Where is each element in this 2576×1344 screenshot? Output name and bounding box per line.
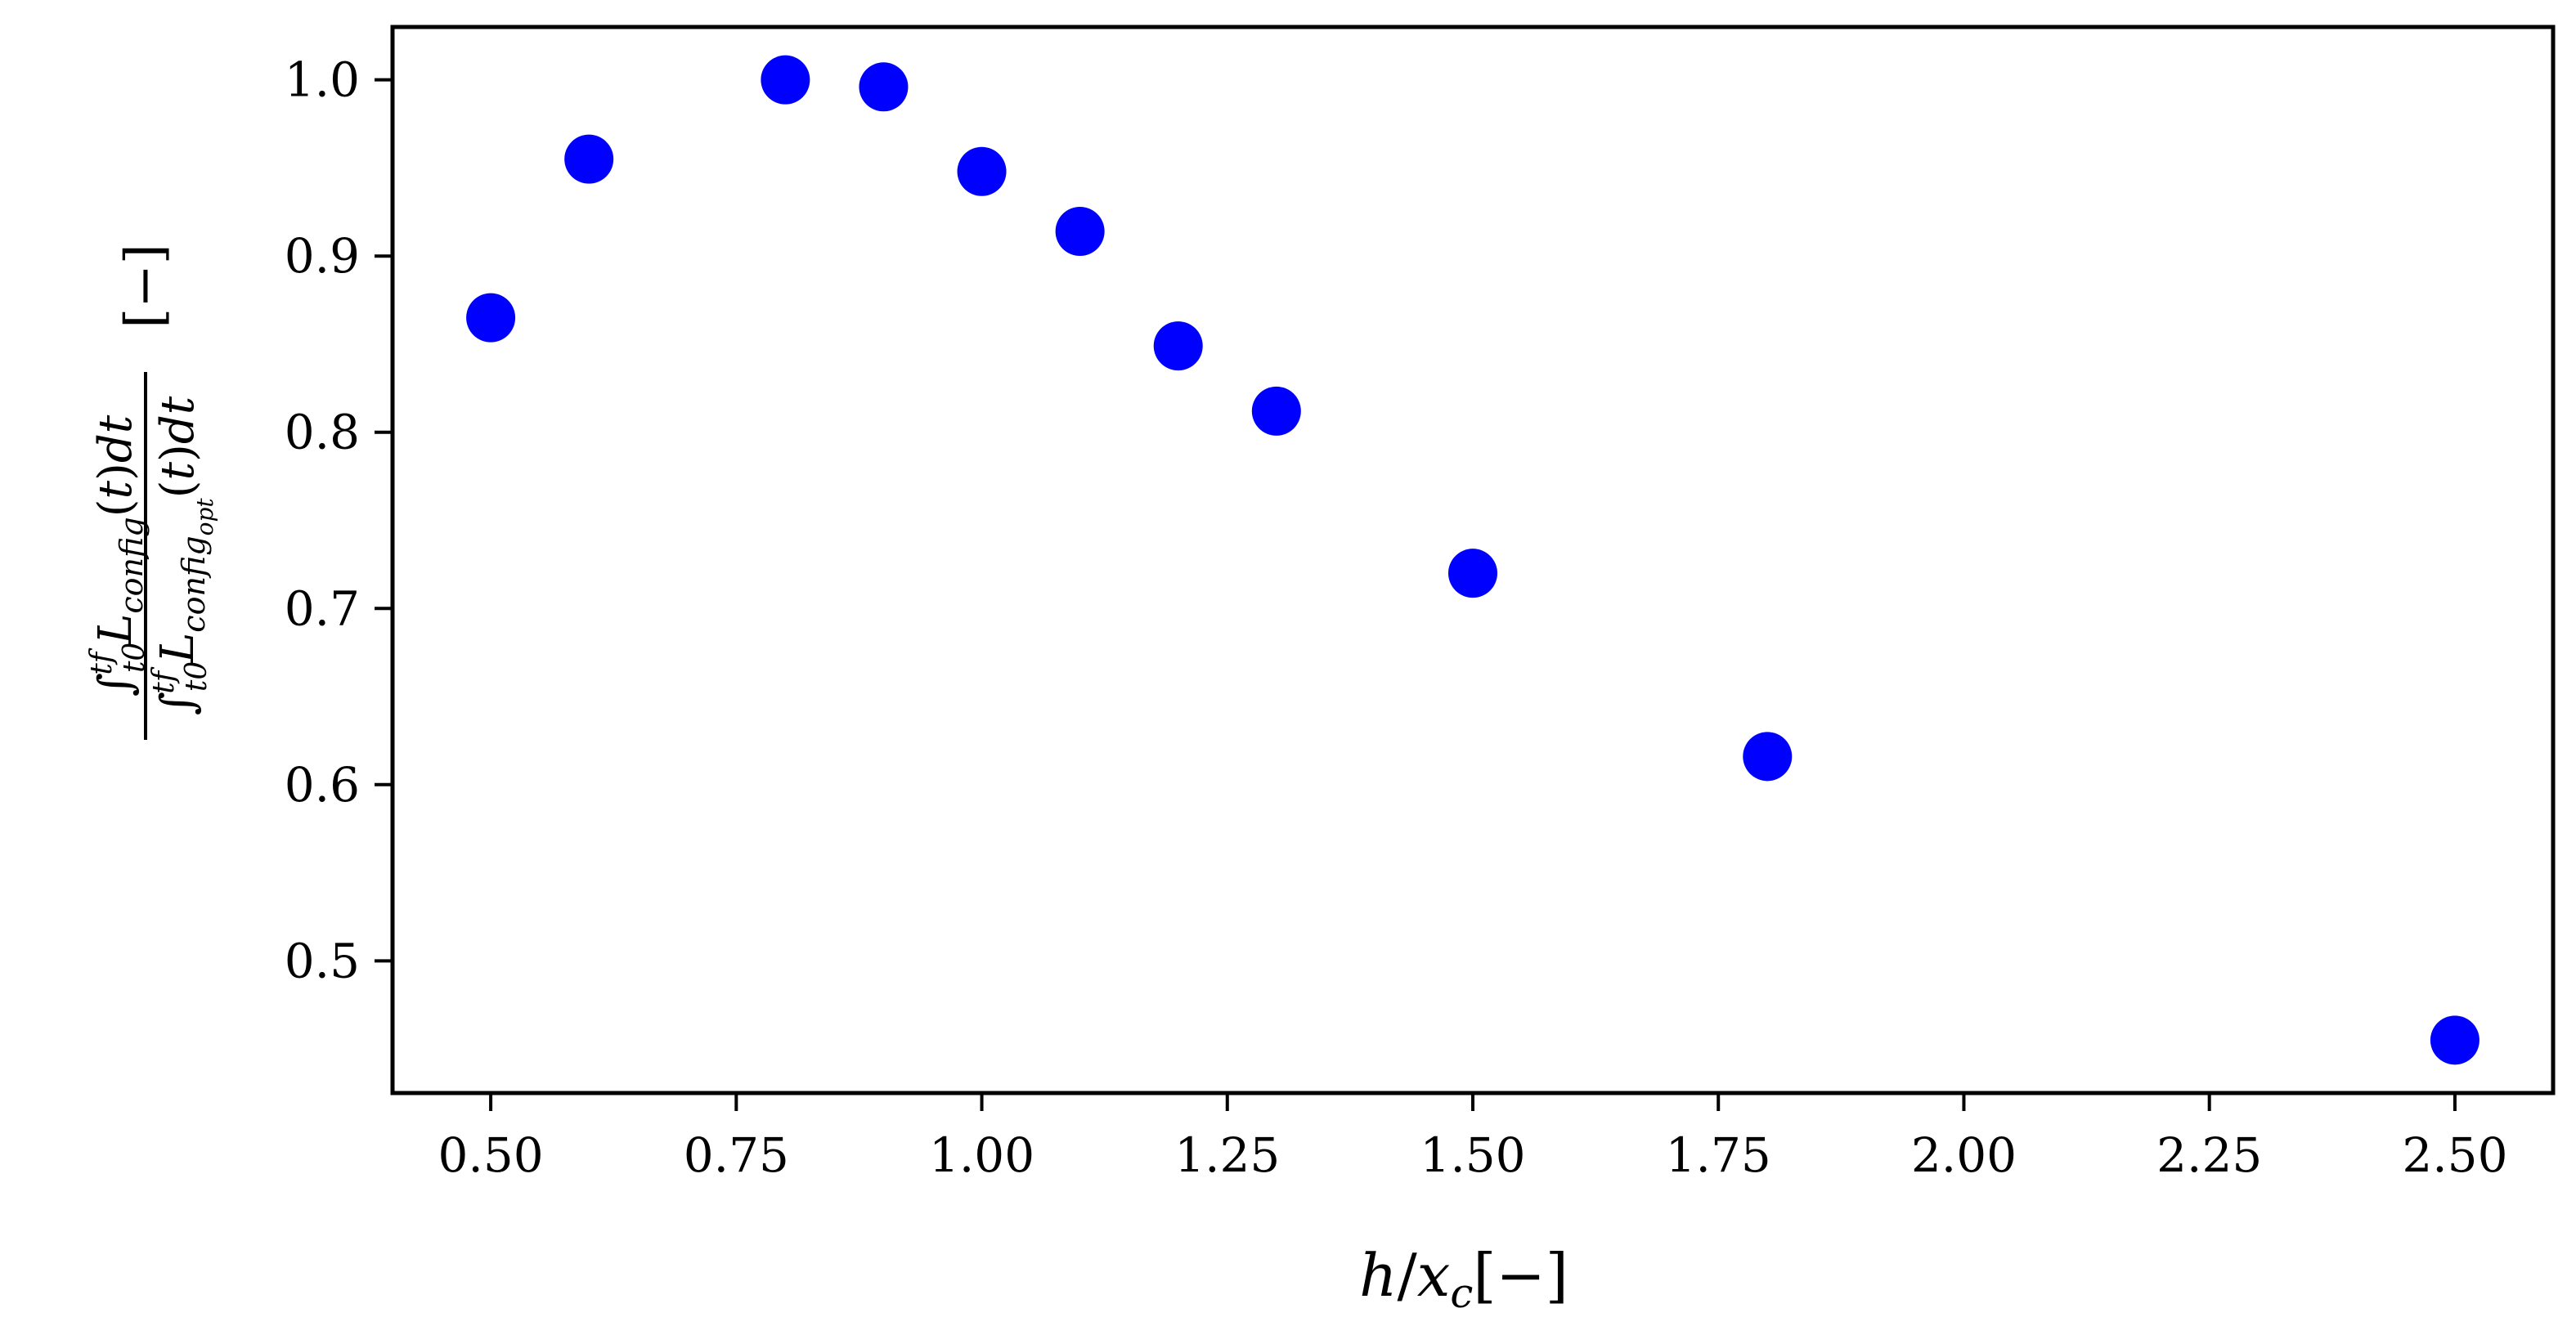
x-tick-label: 0.75 xyxy=(684,1127,789,1183)
data-point-7 xyxy=(1251,386,1301,436)
data-point-3 xyxy=(859,62,909,112)
x-tick-label: 2.25 xyxy=(2156,1127,2262,1183)
data-point-4 xyxy=(957,146,1007,196)
y-tick-label: 1.0 xyxy=(285,52,360,108)
data-point-8 xyxy=(1448,549,1497,598)
svg-text:∫t0tfLconfigopt(t)dt: ∫t0tfLconfigopt(t)dt xyxy=(147,396,218,715)
x-tick-label: 1.75 xyxy=(1666,1127,1771,1183)
y-tick-label: 0.9 xyxy=(285,228,360,284)
x-tick-label: 2.00 xyxy=(1911,1127,2017,1183)
data-point-5 xyxy=(1055,207,1105,257)
data-point-9 xyxy=(1743,732,1793,782)
x-tick-label: 1.00 xyxy=(929,1127,1034,1183)
data-point-6 xyxy=(1153,321,1203,371)
data-point-1 xyxy=(564,134,614,184)
points-layer xyxy=(466,55,2480,1065)
data-point-10 xyxy=(2430,1015,2480,1065)
x-axis-label: h/xc[−] xyxy=(1359,1241,1568,1317)
ticks-layer: 0.50 0.75 1.00 1.25 1.50 1.75 2.00 2.25 2.50 0.5 0… xyxy=(285,52,2508,1183)
x-tick-label: 1.25 xyxy=(1174,1127,1280,1183)
y-tick-label: 0.5 xyxy=(285,933,360,988)
y-tick-label: 0.8 xyxy=(285,405,360,460)
svg-text:∫t0tfLconfig(t)dt: ∫t0tfLconfig(t)dt xyxy=(85,414,151,697)
y-axis-label: ∫t0tfLconfig(t)dt ∫t0tfLconfigopt(t)dt [… xyxy=(85,244,218,740)
x-tick-label: 2.50 xyxy=(2402,1127,2507,1183)
y-tick-label: 0.6 xyxy=(285,757,360,813)
plot-frame xyxy=(390,25,2556,1095)
x-tick-label: 1.50 xyxy=(1420,1127,1525,1183)
x-tick-label: 0.50 xyxy=(438,1127,544,1183)
data-point-0 xyxy=(466,293,516,343)
data-point-2 xyxy=(761,55,810,105)
svg-text:[−]: [−] xyxy=(114,244,175,329)
y-tick-label: 0.7 xyxy=(285,580,360,636)
